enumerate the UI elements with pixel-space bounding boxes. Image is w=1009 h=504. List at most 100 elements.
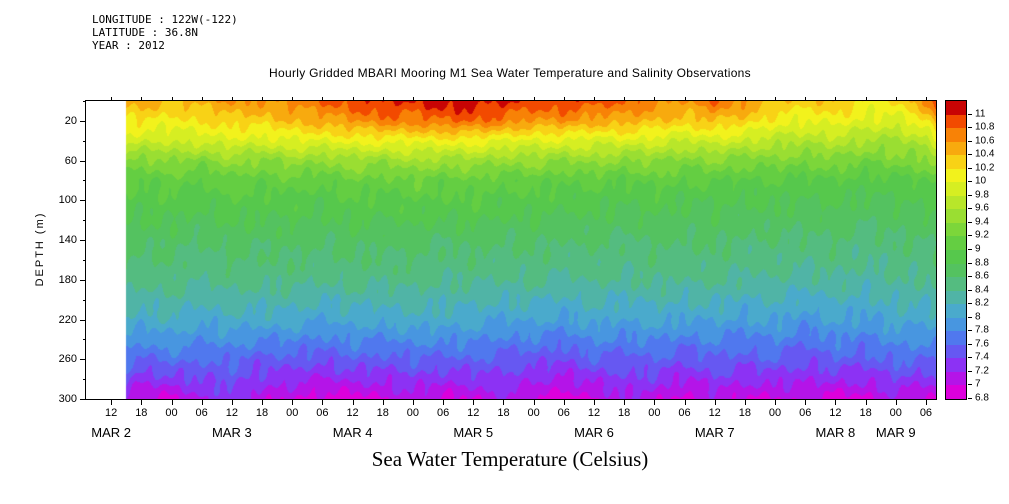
colorbar-band (946, 141, 966, 156)
x-tick-top (563, 97, 565, 101)
x-tick-label: 00 (648, 407, 661, 419)
x-tick (292, 399, 294, 405)
y-minor-tick (83, 140, 86, 142)
x-tick-label: 00 (768, 407, 782, 419)
x-tick (744, 399, 746, 405)
y-tick-label: 140 (58, 234, 77, 247)
colorbar-tick-label: 7 (975, 378, 981, 390)
colorbar-tick (968, 289, 972, 291)
plot-area: 12 18 00 06 12 18 00 06 12 18 00 06 12 18 00 06 12 18 00 06… (59, 97, 937, 440)
x-tick (171, 399, 173, 405)
colorbar-tick-label: 10 (975, 175, 987, 187)
x-tick-label: 06 (799, 407, 812, 419)
chart-title: Hourly Gridded MBARI Mooring M1 Sea Wate… (269, 66, 751, 80)
y-tick-label: 100 (58, 194, 77, 207)
colorbar-tick-label: 11 (975, 108, 986, 120)
x-tick-top (322, 97, 324, 101)
colorbar-tick-label: 10.8 (975, 121, 995, 133)
x-tick-label: 18 (135, 407, 148, 419)
x-date-label: MAR 3 (211, 425, 252, 440)
colorbar-tick (968, 127, 972, 129)
x-date-label: MAR 4 (332, 425, 373, 440)
x-tick-label: 06 (195, 407, 208, 419)
colorbar-band (946, 209, 966, 223)
colorbar-tick-label: 6.8 (975, 392, 989, 404)
x-tick-top (775, 97, 777, 101)
colorbar-tick (968, 181, 972, 183)
x-tick (563, 399, 565, 405)
colorbar-tick (968, 384, 972, 386)
x-tick-label: 06 (557, 407, 570, 419)
x-tick-label: 18 (618, 407, 631, 419)
x-tick (775, 399, 777, 405)
colorbar-band (946, 236, 966, 251)
x-date-label: MAR 2 (91, 425, 132, 440)
x-tick (141, 399, 143, 405)
x-tick-label: 12 (346, 407, 359, 419)
heatmap-canvas (86, 101, 936, 399)
x-tick-top (171, 97, 173, 101)
colorbar-tick-label: 7.2 (975, 365, 989, 377)
y-minor-tick (83, 180, 86, 182)
colorbar-tick-label: 8.2 (975, 297, 989, 309)
colorbar-tick-label: 9.6 (975, 202, 989, 214)
x-tick-top (654, 97, 656, 101)
colorbar-tick-label: 10.4 (975, 148, 995, 160)
colorbar-tick (968, 303, 972, 305)
y-tick-label: 260 (58, 353, 77, 366)
x-tick-top (865, 97, 867, 101)
x-tick (714, 399, 716, 405)
y-tick (80, 240, 86, 242)
colorbar-band (946, 250, 966, 264)
colorbar-tick (968, 113, 972, 115)
x-date-label: MAR 8 (815, 425, 856, 440)
colorbar-tick (968, 194, 972, 196)
figure-caption: Sea Water Temperature (Celsius) (371, 447, 649, 471)
x-tick-label: 18 (376, 407, 389, 419)
x-tick (865, 399, 867, 405)
x-tick-top (533, 97, 535, 101)
colorbar-tick (968, 208, 972, 210)
x-tick-top (443, 97, 445, 101)
x-tick-top (382, 97, 384, 101)
x-tick-label: 06 (316, 407, 329, 419)
x-tick (382, 399, 384, 405)
x-tick (895, 399, 897, 405)
x-tick-label: 18 (738, 407, 751, 419)
x-tick-label: 12 (105, 407, 118, 419)
x-tick (111, 399, 113, 405)
colorbar-band (946, 304, 966, 318)
y-tick-label: 60 (64, 154, 77, 167)
longitude-label: LONGITUDE : 122W(-122) (92, 13, 238, 26)
x-tick-top (412, 97, 414, 101)
x-tick (835, 399, 837, 405)
x-tick-label: 06 (436, 407, 450, 419)
y-tick (80, 200, 86, 202)
colorbar-tick-label: 9.4 (975, 216, 989, 228)
x-tick (443, 399, 445, 405)
y-axis-title: DEPTH (m) (34, 211, 46, 287)
colorbar-band (946, 344, 966, 359)
x-tick-top (141, 97, 143, 101)
x-tick (925, 399, 927, 405)
y-tick (80, 120, 86, 122)
colorbar-tick (968, 140, 972, 142)
y-tick-label: 300 (58, 393, 77, 405)
y-tick (80, 319, 86, 321)
colorbar-band (946, 317, 966, 332)
x-tick-top (262, 97, 264, 101)
y-minor-tick (83, 259, 86, 261)
x-tick-top (352, 97, 354, 101)
y-tick (80, 160, 86, 162)
colorbar-tick (968, 249, 972, 250)
x-tick-label: 06 (919, 407, 933, 419)
x-tick-label: 00 (165, 407, 178, 419)
colorbar-tick (968, 235, 972, 237)
x-tick (201, 399, 203, 405)
colorbar-tick-label: 7.6 (975, 338, 989, 350)
colorbar-tick-label: 9 (975, 243, 981, 255)
colorbar-band (946, 128, 966, 142)
x-tick-top (292, 97, 294, 101)
colorbar-tick (968, 262, 972, 264)
